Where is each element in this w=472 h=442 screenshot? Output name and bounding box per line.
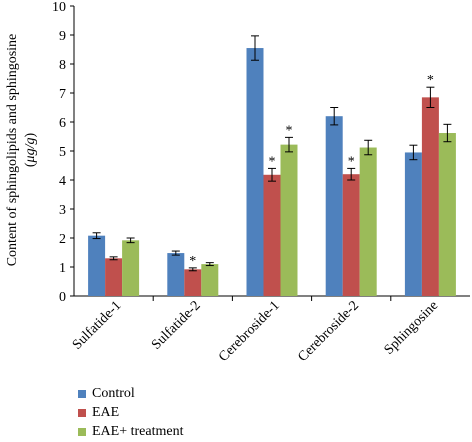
bar-control: [404, 152, 422, 296]
bar-control: [88, 235, 106, 296]
bar-control: [167, 253, 185, 296]
bar-eae-treatment: [359, 147, 377, 296]
y-tick-label: 4: [59, 174, 66, 189]
bar-eae: [105, 258, 123, 296]
significance-asterisk: *: [189, 254, 196, 269]
x-category-label: Sulfatide-2: [149, 298, 204, 353]
bar-eae-treatment: [438, 133, 456, 296]
significance-asterisk: *: [269, 154, 276, 169]
y-tick-label: 6: [59, 116, 66, 131]
bar-eae: [421, 97, 439, 296]
y-tick-label: 5: [59, 145, 66, 160]
bar-eae: [184, 269, 202, 296]
legend: Control EAE EAE+ treatment: [78, 384, 183, 441]
legend-swatch-eae: [78, 408, 86, 417]
bar-control: [246, 48, 264, 296]
y-tick-label: 1: [59, 261, 66, 276]
y-tick-label: 7: [59, 87, 66, 102]
y-tick-label: 0: [59, 290, 66, 305]
legend-item-eae-treatment: EAE+ treatment: [78, 422, 183, 441]
bar-control: [325, 116, 343, 296]
legend-item-control: Control: [78, 384, 183, 403]
y-tick-label: 2: [59, 232, 66, 247]
significance-asterisk: *: [286, 123, 293, 138]
bar-eae: [263, 174, 281, 296]
y-tick-label: 8: [59, 58, 66, 73]
bar-eae-treatment: [122, 240, 140, 296]
y-axis-title: Content of sphingolipids and sphingosine: [5, 34, 20, 267]
legend-label-eae: EAE: [92, 404, 120, 420]
x-category-label: Cerebroside-1: [216, 298, 283, 365]
y-tick-label: 10: [52, 0, 66, 15]
y-tick-label: 3: [59, 203, 66, 218]
significance-asterisk: *: [348, 154, 355, 169]
legend-label-eae-treatment: EAE+ treatment: [92, 423, 184, 439]
y-axis-title-unit: (μg/g): [23, 133, 38, 168]
legend-item-eae: EAE: [78, 403, 183, 422]
bar-eae-treatment: [201, 264, 219, 296]
legend-swatch-control: [78, 389, 86, 398]
significance-asterisk: *: [427, 73, 434, 88]
legend-swatch-eae-treatment: [78, 427, 86, 436]
bar-eae: [342, 174, 360, 296]
x-category-label: Sulfatide-1: [70, 298, 125, 353]
bar-eae-treatment: [280, 144, 298, 296]
y-tick-label: 9: [59, 29, 66, 44]
x-category-label: Sphingosine: [382, 298, 442, 358]
x-category-label: Cerebroside-2: [295, 298, 362, 365]
y-axis-title-line1: Content of sphingolipids and sphingosine: [5, 34, 20, 267]
legend-label-control: Control: [92, 385, 135, 401]
